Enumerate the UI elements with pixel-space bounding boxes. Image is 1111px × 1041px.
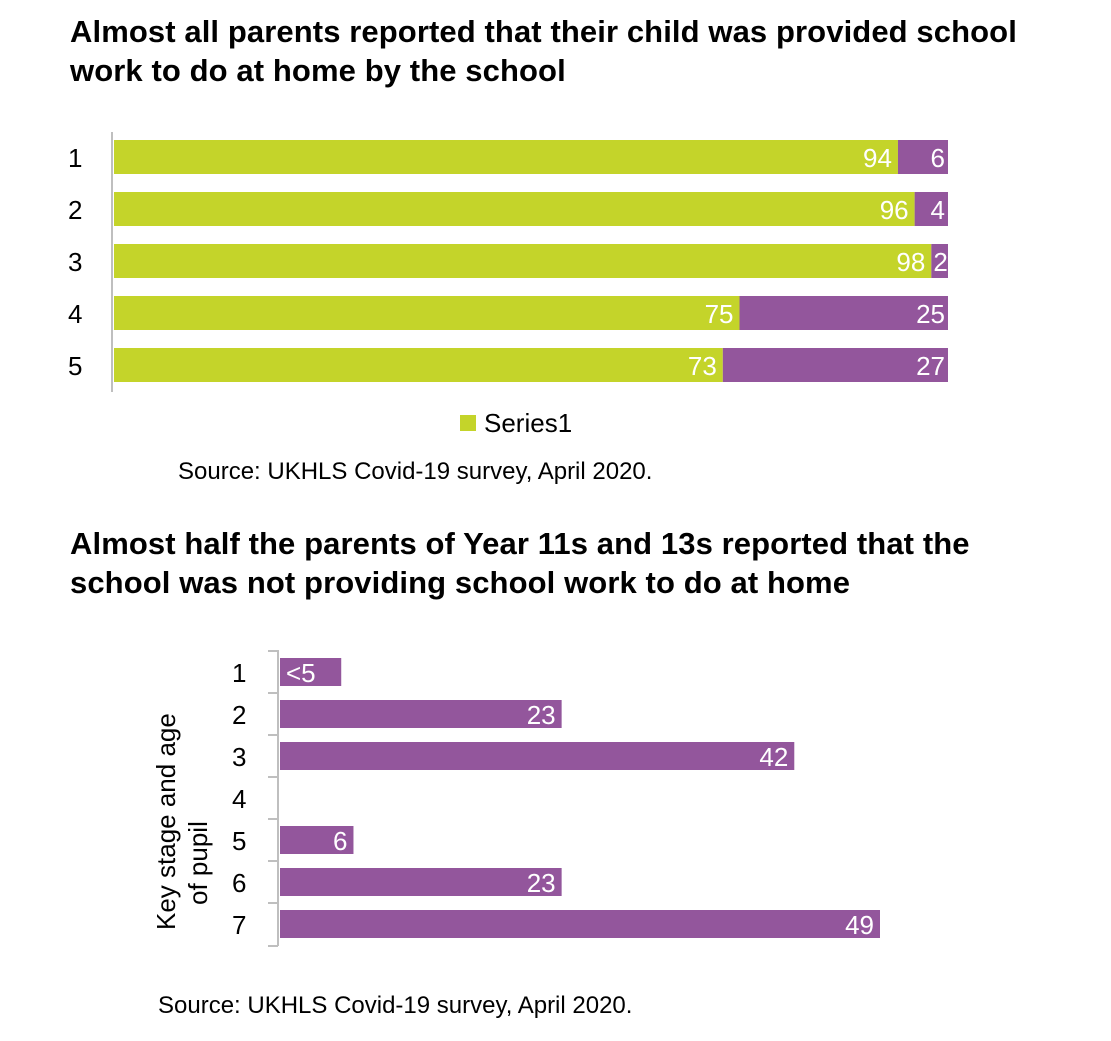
data-label-6: 23 bbox=[527, 868, 556, 898]
category-label-5: 5 bbox=[68, 351, 82, 381]
category-label-5: 5 bbox=[232, 826, 246, 856]
data-label-3: 42 bbox=[759, 742, 788, 772]
category-label-6: 6 bbox=[232, 868, 246, 898]
bar-purple-4 bbox=[739, 296, 948, 330]
chart2-title: Almost half the parents of Year 11s and … bbox=[70, 526, 970, 600]
legend-swatch-series1 bbox=[460, 415, 476, 431]
category-label-3: 3 bbox=[68, 247, 82, 277]
bar-6 bbox=[280, 868, 562, 896]
data-label-purple-4: 25 bbox=[916, 299, 945, 329]
data-label-green-2: 96 bbox=[880, 195, 909, 225]
bar-5 bbox=[280, 826, 354, 854]
bar-green-4 bbox=[114, 296, 740, 330]
category-label-2: 2 bbox=[232, 700, 246, 730]
data-label-purple-3: 2 bbox=[933, 247, 947, 277]
category-label-4: 4 bbox=[232, 784, 246, 814]
chart1-title: Almost all parents reported that their c… bbox=[70, 14, 1017, 88]
chart1-plot: 1 94 6 2 96 4 3 98 2 4 75 25 5 73 27 bbox=[68, 132, 948, 392]
data-label-green-3: 98 bbox=[896, 247, 925, 277]
bar-purple-2 bbox=[914, 192, 948, 226]
data-label-7: 49 bbox=[845, 910, 874, 940]
legend-label-series1: Series1 bbox=[484, 408, 573, 438]
data-label-1: <5 bbox=[286, 658, 316, 688]
data-label-green-4: 75 bbox=[705, 299, 734, 329]
bar-7 bbox=[280, 910, 880, 938]
chart1-legend: Series1 bbox=[460, 408, 572, 438]
category-label-3: 3 bbox=[232, 742, 246, 772]
bar-green-1 bbox=[114, 140, 898, 174]
bar-1 bbox=[280, 658, 342, 686]
bar-green-3 bbox=[114, 244, 932, 278]
data-label-5: 6 bbox=[333, 826, 347, 856]
chart2-source: Source: UKHLS Covid-19 survey, April 202… bbox=[158, 992, 633, 1019]
data-label-green-1: 94 bbox=[863, 143, 892, 173]
chart1-source: Source: UKHLS Covid-19 survey, April 202… bbox=[178, 458, 653, 485]
bar-2 bbox=[280, 700, 562, 728]
bar-purple-5 bbox=[722, 348, 948, 382]
category-label-2: 2 bbox=[68, 195, 82, 225]
bar-purple-3 bbox=[931, 244, 948, 278]
chart2-plot: 1 <5 2 23 3 42 4 5 6 6 23 7 49 bbox=[232, 650, 880, 947]
y-axis-title-line1: Key stage and age bbox=[151, 713, 181, 930]
category-label-7: 7 bbox=[232, 910, 246, 940]
data-label-purple-2: 4 bbox=[931, 195, 945, 225]
bar-green-5 bbox=[114, 348, 723, 382]
category-label-1: 1 bbox=[68, 143, 82, 173]
y-axis-title-line2: of pupil bbox=[183, 821, 213, 905]
bar-green-2 bbox=[114, 192, 915, 226]
bar-purple-1 bbox=[897, 140, 948, 174]
data-label-purple-1: 6 bbox=[931, 143, 945, 173]
data-label-green-5: 73 bbox=[688, 351, 717, 381]
data-label-purple-5: 27 bbox=[916, 351, 945, 381]
category-label-1: 1 bbox=[232, 658, 246, 688]
category-label-4: 4 bbox=[68, 299, 82, 329]
chart2-y-axis-title: Key stage and age of pupil bbox=[151, 713, 213, 930]
bar-3 bbox=[280, 742, 795, 770]
data-label-2: 23 bbox=[527, 700, 556, 730]
